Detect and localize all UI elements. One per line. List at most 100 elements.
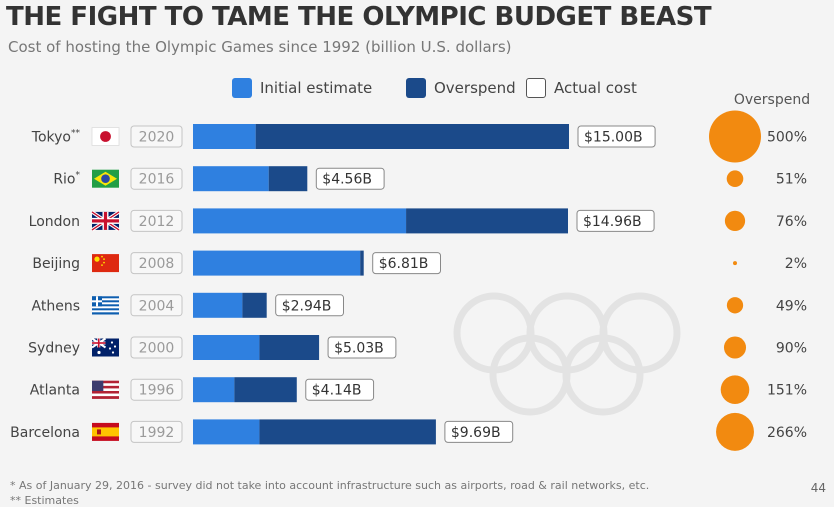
overspend-circle [724,210,746,232]
overspend-circle [726,170,744,188]
year-label: 2004 [139,298,175,314]
bar-initial-estimate [193,292,243,318]
flag-part [103,261,105,264]
actual-cost-box [315,167,385,190]
overspend-pct-label: 51% [776,172,807,188]
page-title: THE FIGHT TO TAME THE OLYMPIC BUDGET BEA… [6,2,712,32]
flag-part [92,385,119,389]
city-label: Rio* [53,171,80,188]
overspend-column-header: Overspend [733,92,811,108]
year-label: 2000 [139,341,175,357]
actual-cost-label: $6.81B [379,256,429,272]
overspend-circle [723,336,747,359]
city-label: Sydney [28,341,80,357]
bar-initial-estimate [193,166,269,192]
australia-flag-icon [91,337,119,357]
bar-overspend [234,377,297,403]
overspend-circle [720,375,750,404]
legend-label-initial: Initial estimate [260,79,373,97]
flag-part [92,302,119,305]
actual-cost-label: $9.69B [451,425,501,441]
legend-item-overspend: Overspend [406,78,516,98]
bar-overspend [255,124,569,149]
bar-initial-estimate [193,208,407,234]
actual-cost-box [275,294,344,317]
flag-part [92,383,119,387]
spain-flag-icon [92,422,119,441]
china-flag-icon [92,254,119,273]
footnote-estimates: ** Estimates [10,494,79,507]
year-label: 2020 [139,130,175,146]
year-box [130,125,183,148]
legend-item-actual: Actual cost [526,78,637,98]
year-box [130,252,183,275]
actual-cost-box [444,420,514,443]
flag-part [92,312,119,315]
city-footnote-mark: * [76,171,81,181]
overspend-pct-label: 2% [785,256,807,272]
flag-part [92,304,119,307]
footnote-as-of: * As of January 29, 2016 - survey did no… [10,479,650,492]
actual-cost-box [576,209,655,232]
flag-part [92,342,106,344]
flag-part [92,396,119,399]
flag-part [97,350,101,355]
actual-cost-box [372,252,442,275]
bar-initial-estimate [193,419,260,445]
bar-overspend [242,292,267,318]
japan-flag-icon [91,127,120,146]
legend-label-overspend: Overspend [434,79,516,97]
flag-part [92,219,119,223]
city-footnote-mark: ** [71,129,81,139]
overspend-pct-label: 500% [767,130,807,146]
overspend-pct-label: 90% [776,341,807,357]
flag-part [92,296,119,299]
flag-part [92,388,119,392]
year-box [130,294,183,317]
flag-part [108,347,112,350]
flag-part [92,306,119,309]
watermark-ring [562,334,644,416]
flag-part [97,429,101,435]
flag-part [110,341,114,344]
flag-part [103,258,105,260]
overspend-pct-label: 49% [776,298,807,314]
year-box [130,167,183,190]
legend-swatch-actual [526,78,546,98]
year-label: 2016 [139,172,175,188]
bar-initial-estimate [193,335,260,360]
flag-part [101,174,110,184]
year-box [130,209,183,232]
year-label: 1992 [139,425,175,441]
actual-cost-label: $5.03B [334,341,384,357]
overspend-circle [733,261,737,266]
flag-part [101,264,103,266]
city-label: Athens [32,298,80,314]
year-label: 1996 [139,383,175,399]
bar-overspend [259,335,320,360]
flag-part [111,351,115,354]
legend-label-actual: Actual cost [554,79,637,97]
year-box [130,378,183,401]
olympic-rings-watermark [453,292,681,416]
brazil-flag-icon [92,169,119,188]
page-number: 44 [810,481,826,495]
bar-overspend [259,419,436,445]
city-label: Tokyo** [31,129,81,146]
flag-part [94,256,100,262]
chart-subtitle: Cost of hosting the Olympic Games since … [8,38,512,56]
year-label: 2012 [139,214,175,230]
city-label: Atlanta [30,383,80,399]
bar-initial-estimate [193,250,361,276]
year-label: 2008 [139,256,175,272]
overspend-pct-label: 76% [776,214,807,230]
actual-cost-label: $4.56B [322,172,372,188]
legend-swatch-initial [232,78,252,98]
bar-overspend [268,166,308,192]
city-label: Beijing [32,256,80,272]
flag-part [92,380,119,384]
actual-cost-label: $15.00B [584,130,643,146]
flag-part [101,255,103,258]
flag-part [92,390,119,394]
